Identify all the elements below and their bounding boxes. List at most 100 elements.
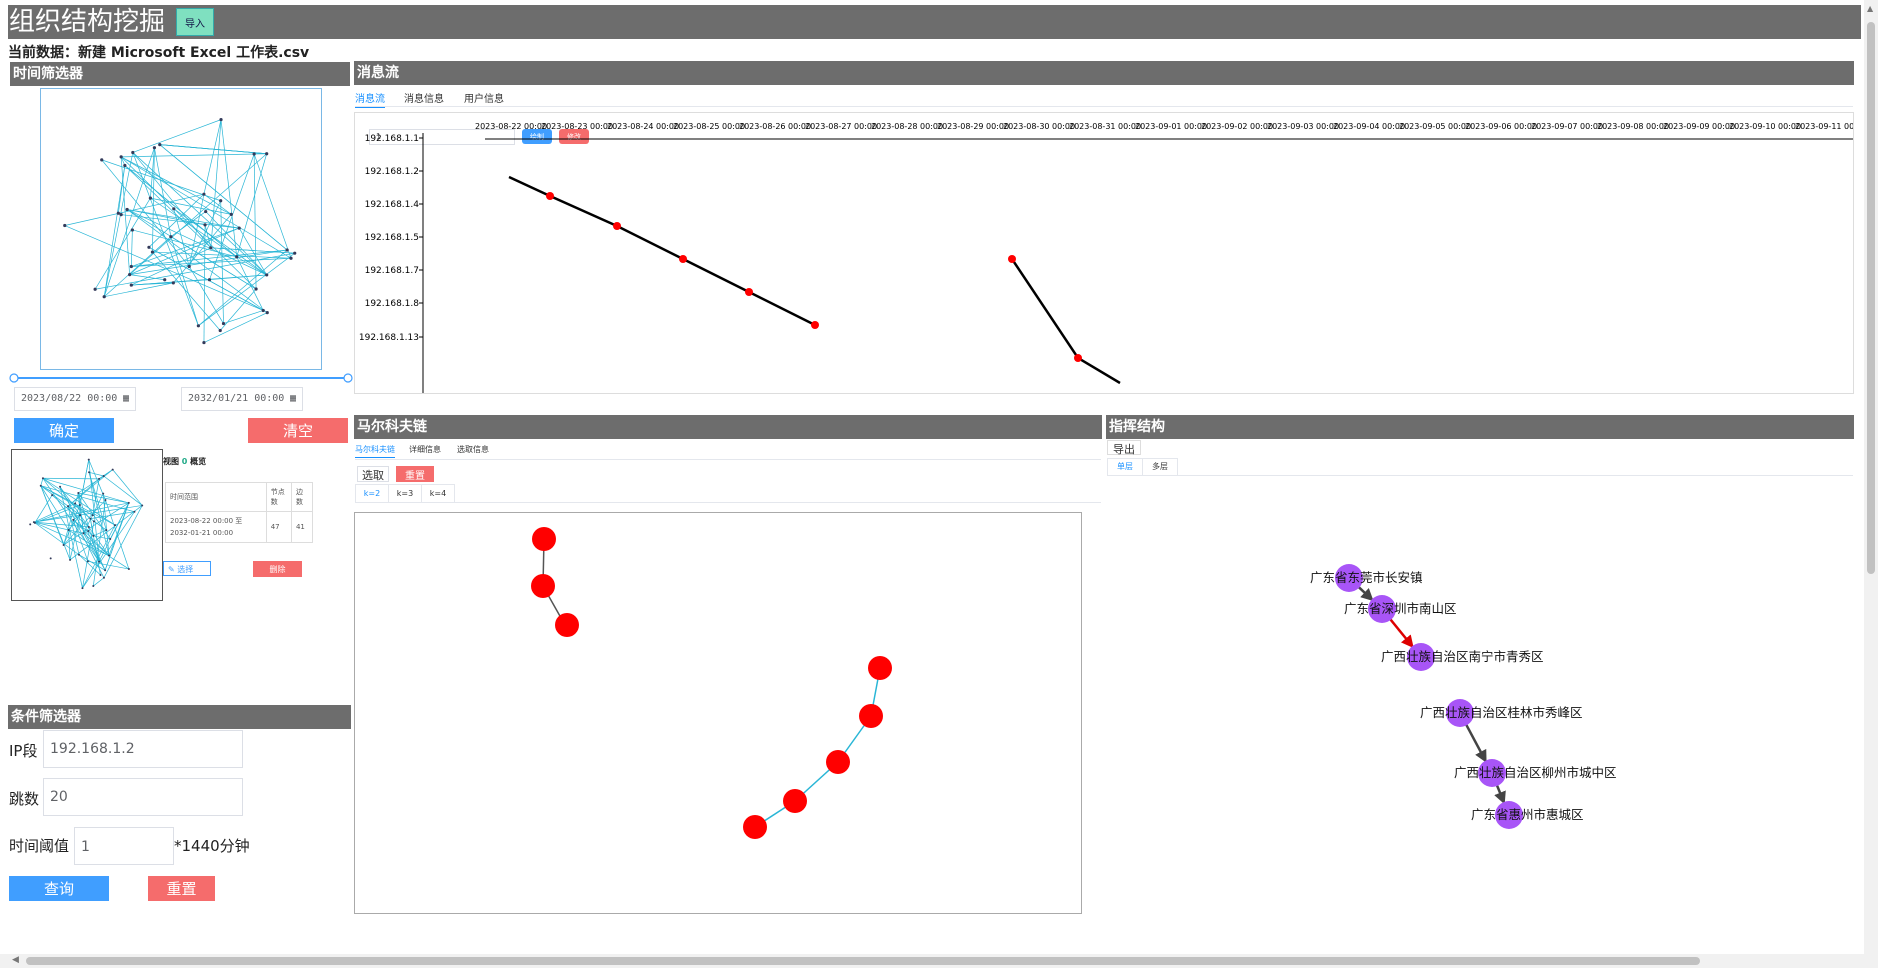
query-button[interactable]: 查询: [9, 876, 109, 901]
hops-input[interactable]: 20: [43, 778, 243, 816]
modify-button[interactable]: 修改: [559, 129, 589, 144]
graph-node: [114, 524, 117, 527]
vertical-scrollbar[interactable]: ▲: [1864, 0, 1878, 968]
tab-k2[interactable]: k=2: [355, 484, 389, 502]
x-tick-label: 2023-09-01 00:00: [1135, 122, 1207, 131]
graph-node: [127, 501, 130, 504]
graph-node: [265, 273, 269, 277]
graph-edge: [126, 209, 268, 313]
flow-point: [1074, 354, 1082, 362]
markov-node: [859, 704, 883, 728]
tab-markov-selection[interactable]: 选取信息: [457, 445, 489, 454]
graph-edge: [203, 224, 206, 343]
command-structure-graph[interactable]: 广东省东莞市长安镇广东省深圳市南山区广西壮族自治区南宁市青秀区广西壮族自治区桂林…: [1106, 480, 1854, 920]
markov-node: [743, 815, 767, 839]
x-tick-label: 2023-09-05 00:00: [1399, 122, 1471, 131]
graph-node: [116, 211, 120, 215]
x-tick-label: 2023-09-03 00:00: [1267, 122, 1339, 131]
end-datetime-input[interactable]: 2032/01/21 00:00 ▦: [181, 387, 303, 411]
message-flow-chart[interactable]: 192.168.1.1 192.168.1.2 192.168.1.4 192.168…: [355, 113, 1854, 394]
graph-edge: [154, 147, 172, 237]
command-node: [1368, 595, 1396, 623]
graph-node: [152, 146, 157, 150]
graph-node: [293, 251, 297, 255]
command-tabs: 单层 多层: [1107, 458, 1853, 476]
markov-tabs: 马尔科夫链 详细信息 选取信息: [355, 444, 1101, 460]
graph-edge: [92, 500, 106, 587]
graph-edge: [120, 156, 232, 215]
edit-icon: ✎: [168, 565, 175, 574]
graph-edge: [40, 485, 69, 531]
ip-input[interactable]: 192.168.1.2: [43, 730, 243, 768]
graph-edge: [173, 208, 267, 276]
x-tick-label: 2023-08-27 00:00: [805, 122, 877, 131]
scroll-up-arrow[interactable]: ▲: [1867, 4, 1874, 13]
tab-message-flow[interactable]: 消息流: [355, 90, 385, 108]
clear-button[interactable]: 清空: [248, 418, 348, 443]
flow-point: [1008, 255, 1016, 263]
markov-reset-button[interactable]: 重置: [396, 466, 434, 482]
graph-node: [207, 278, 212, 282]
view-select-button[interactable]: ✎ 选择: [163, 561, 211, 576]
markov-select-button[interactable]: 选取: [357, 466, 389, 482]
graph-edge: [150, 197, 232, 215]
graph-edge: [127, 209, 240, 229]
graph-edge: [120, 156, 292, 259]
start-datetime-input[interactable]: 2023/08/22 00:00 ▦: [14, 387, 136, 411]
graph-node: [265, 311, 269, 315]
tab-message-info[interactable]: 消息信息: [404, 94, 444, 105]
scroll-left-arrow[interactable]: ◀: [12, 955, 19, 965]
graph-node: [229, 212, 233, 216]
horizontal-scrollbar[interactable]: ◀: [0, 954, 1864, 968]
threshold-input[interactable]: 1: [74, 827, 174, 865]
time-filter-header: 时间筛选器: [10, 62, 350, 86]
graph-node: [88, 471, 91, 474]
graph-edge: [131, 249, 288, 267]
x-tick-label: 2023-09-07 00:00: [1531, 122, 1603, 131]
graph-edge: [219, 288, 257, 331]
markov-node: [531, 574, 555, 598]
confirm-button[interactable]: 确定: [14, 418, 114, 443]
horizontal-scroll-thumb[interactable]: [26, 957, 1700, 965]
graph-edge: [129, 274, 165, 281]
graph-node: [209, 246, 213, 250]
x-tick-label: 2023-09-06 00:00: [1465, 122, 1537, 131]
tab-markov[interactable]: 马尔科夫链: [355, 444, 395, 458]
command-node: [1335, 564, 1363, 592]
graph-node: [33, 521, 36, 524]
graph-edge: [42, 477, 91, 519]
vertical-scroll-thumb[interactable]: [1867, 22, 1875, 574]
import-button[interactable]: 导入: [176, 8, 214, 36]
draw-button[interactable]: 绘制: [522, 129, 552, 144]
view-delete-button[interactable]: 删除: [253, 561, 302, 577]
graph-edge: [253, 153, 257, 290]
time-filter-network-graph[interactable]: [40, 88, 322, 370]
command-node: [1478, 759, 1506, 787]
graph-edge: [117, 165, 126, 214]
tab-user-info[interactable]: 用户信息: [464, 94, 504, 105]
graph-edge: [236, 153, 268, 257]
time-range-slider[interactable]: [8, 372, 354, 384]
y-tick-label: 192.168.1.2: [365, 167, 419, 177]
tab-k3[interactable]: k=3: [388, 484, 422, 502]
view-thumbnail-graph[interactable]: [11, 449, 163, 601]
tab-single-layer[interactable]: 单层: [1107, 458, 1143, 475]
tab-multi-layer[interactable]: 多层: [1142, 458, 1178, 475]
reset-button[interactable]: 重置: [148, 876, 215, 901]
y-tick-label: 192.168.1.7: [365, 266, 419, 276]
message-flow-input[interactable]: 1: [369, 129, 515, 145]
command-edge: [1494, 783, 1506, 805]
graph-edge: [79, 459, 90, 506]
graph-node: [105, 529, 108, 532]
tab-markov-details[interactable]: 详细信息: [409, 445, 441, 454]
graph-edge: [131, 282, 174, 286]
export-button[interactable]: 导出: [1107, 440, 1141, 456]
graph-node: [163, 278, 167, 282]
tab-k4[interactable]: k=4: [421, 484, 455, 502]
graph-edge: [42, 478, 100, 562]
graph-edge: [78, 492, 111, 540]
graph-node: [92, 585, 95, 588]
command-edge: [1388, 617, 1414, 649]
graph-edge: [59, 486, 110, 556]
markov-chain-graph[interactable]: [354, 512, 1082, 914]
